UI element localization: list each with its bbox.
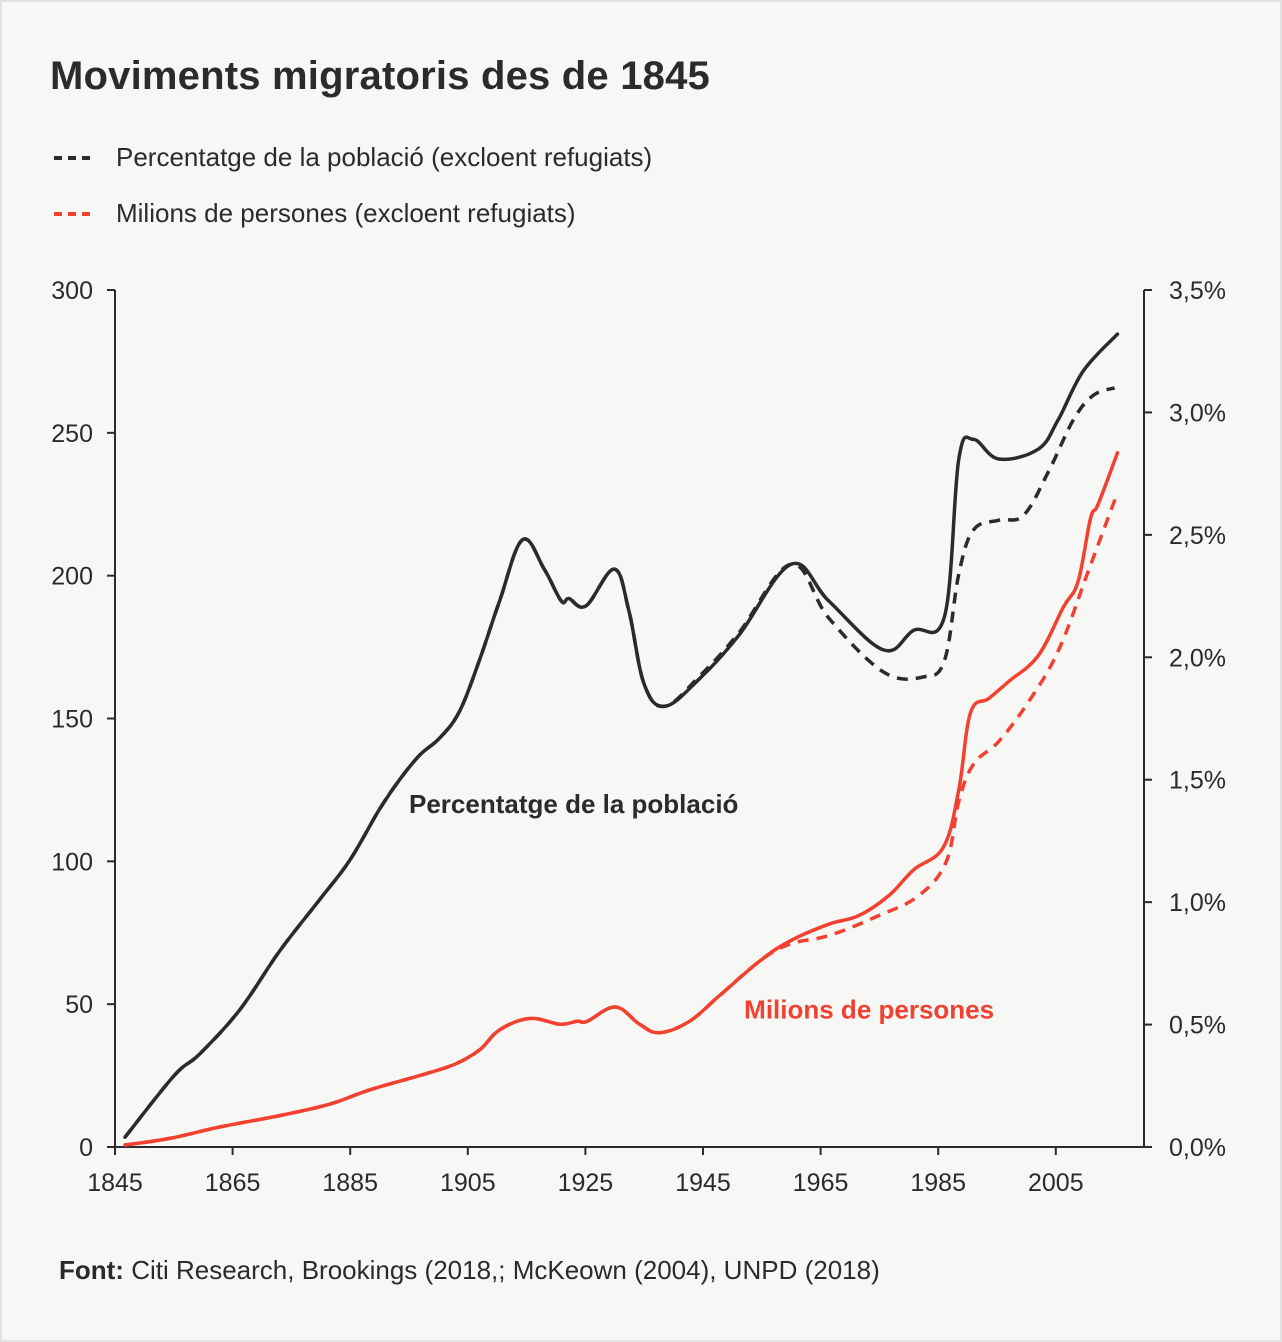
annotation-percentage: Percentatge de la població xyxy=(409,789,738,819)
source-text: Citi Research, Brookings (2018,; McKeown… xyxy=(123,1255,880,1285)
y-left-tick-label: 200 xyxy=(51,563,93,591)
y-right-tick-label: 0,5% xyxy=(1169,1012,1226,1040)
x-tick-label: 1945 xyxy=(675,1169,731,1197)
y-right-tick-label: 3,5% xyxy=(1169,277,1226,305)
series-line-percentatge-de-la-poblacio xyxy=(123,332,1120,1139)
series-line-percentatge-de-la-poblacio-excloent-refugiats xyxy=(123,386,1116,1139)
y-right-tick-label: 0,0% xyxy=(1169,1134,1226,1162)
legend-item-percentage: Percentatge de la població (excloent ref… xyxy=(52,142,652,173)
y-left-tick-label: 150 xyxy=(51,706,93,734)
y-left-tick-label: 300 xyxy=(51,277,93,305)
y-left-tick-label: 50 xyxy=(65,991,93,1019)
y-right-tick-label: 3,0% xyxy=(1169,399,1226,427)
legend-swatch-red-dashed xyxy=(54,211,92,216)
y-right-tick-label: 1,0% xyxy=(1169,889,1226,917)
y-right-tick-label: 2,5% xyxy=(1169,522,1226,550)
y-left-tick-label: 100 xyxy=(51,848,93,876)
series-line-milions-de-persones xyxy=(123,451,1120,1147)
source-footer: Font: Citi Research, Brookings (2018,; M… xyxy=(59,1255,880,1286)
x-tick-label: 1925 xyxy=(558,1169,614,1197)
chart-title: Moviments migratoris des de 1845 xyxy=(50,54,710,98)
legend-label-percentage: Percentatge de la població (excloent ref… xyxy=(116,142,653,172)
x-tick-label: 1845 xyxy=(87,1169,143,1197)
legend-swatch-black-dashed xyxy=(54,155,92,160)
annotation-millions: Milions de persones xyxy=(744,994,994,1024)
y-right-tick-label: 1,5% xyxy=(1169,767,1226,795)
legend-label-millions: Milions de persones (excloent refugiats) xyxy=(116,198,576,228)
legend-item-millions: Milions de persones (excloent refugiats) xyxy=(52,198,576,229)
x-tick-label: 1865 xyxy=(205,1169,261,1197)
series-line-milions-de-persones-excloent-refugiats xyxy=(124,495,1119,1147)
source-label: Font: xyxy=(59,1255,124,1285)
y-right-tick-label: 2,0% xyxy=(1169,644,1226,672)
y-left-tick-label: 0 xyxy=(79,1134,93,1162)
y-left-tick-label: 250 xyxy=(51,420,93,448)
x-tick-label: 1965 xyxy=(793,1169,849,1197)
x-tick-label: 1885 xyxy=(322,1169,378,1197)
x-tick-label: 1905 xyxy=(440,1169,496,1197)
x-tick-label: 1985 xyxy=(910,1169,966,1197)
x-tick-label: 2005 xyxy=(1028,1169,1084,1197)
